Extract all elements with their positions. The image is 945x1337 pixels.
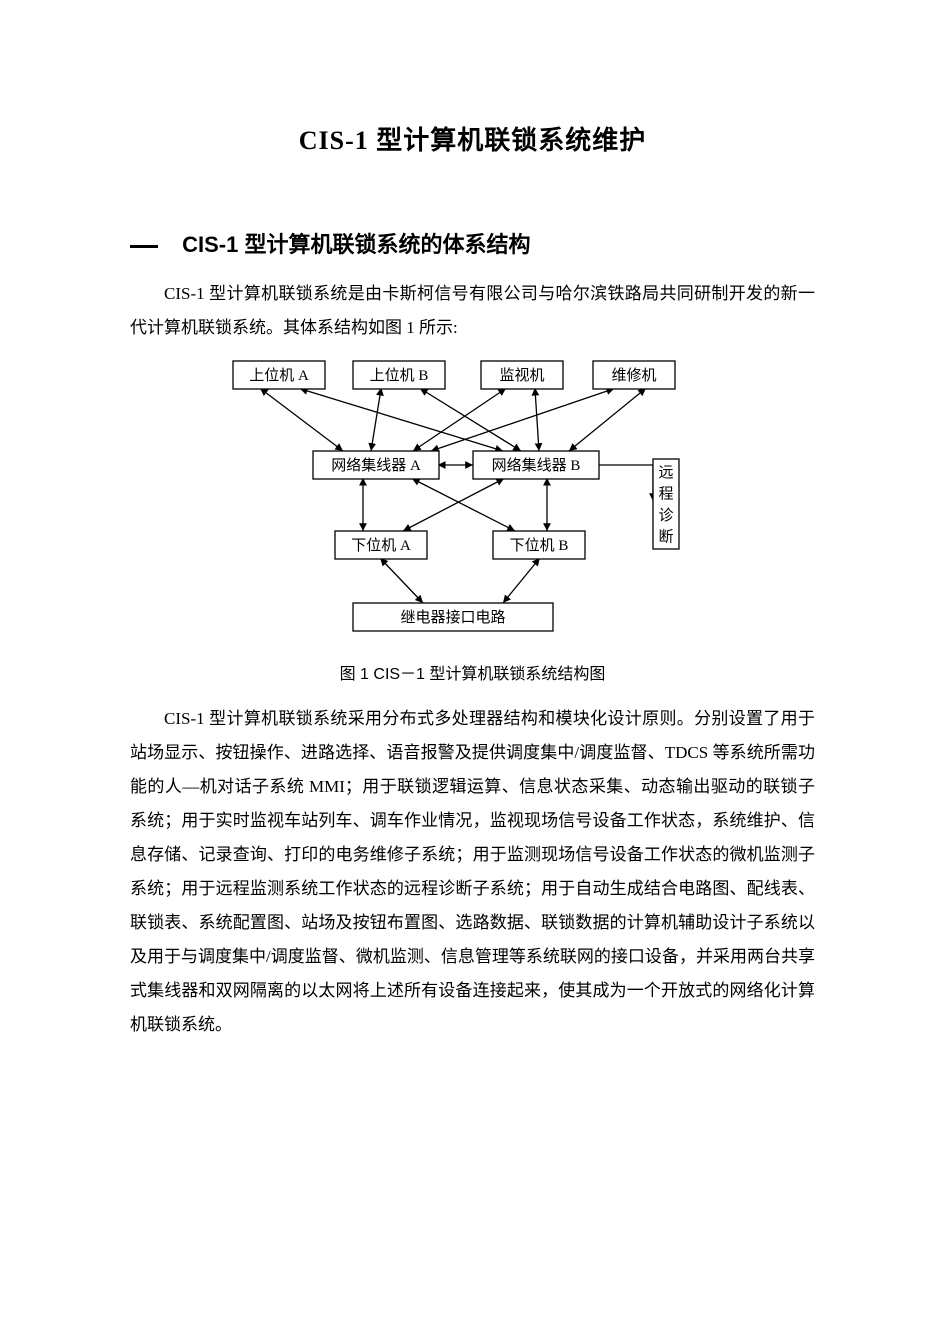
node-label-upB: 上位机 B xyxy=(369,367,428,384)
figure-caption: 图 1 CIS－1 型计算机联锁系统结构图 xyxy=(130,660,815,684)
node-label-lowB: 下位机 B xyxy=(509,537,568,554)
edge xyxy=(569,389,645,451)
diagram-svg: 上位机 A 上位机 B 监视机 维修机网络集线器 A 网络集线器 B 下位机 A 下位机 B… xyxy=(213,351,733,641)
node-label-remote-diagnosis: 断 xyxy=(658,529,673,546)
edge xyxy=(413,479,515,531)
document-page: CIS-1 型计算机联锁系统维护 CIS-1 型计算机联锁系统的体系结构 CIS… xyxy=(0,0,945,1337)
architecture-diagram: 上位机 A 上位机 B 监视机 维修机网络集线器 A 网络集线器 B 下位机 A 下位机 B… xyxy=(213,351,733,646)
edge xyxy=(371,389,381,451)
intro-paragraph: CIS-1 型计算机联锁系统是由卡斯柯信号有限公司与哈尔滨铁路局共同研制开发的新… xyxy=(130,277,815,345)
edge xyxy=(381,559,423,603)
node-label-lowA: 下位机 A xyxy=(351,537,411,554)
node-label-remote-diagnosis: 远 xyxy=(658,464,673,481)
node-label-remote-diagnosis: 程 xyxy=(658,486,673,503)
node-label-relay: 继电器接口电路 xyxy=(400,609,505,626)
heading-dash-icon xyxy=(130,245,158,248)
node-label-upA: 上位机 A xyxy=(249,367,309,384)
body-paragraph-2: CIS-1 型计算机联锁系统采用分布式多处理器结构和模块化设计原则。分别设置了用… xyxy=(130,702,815,1042)
node-label-hubB: 网络集线器 B xyxy=(491,457,580,474)
node-label-hubA: 网络集线器 A xyxy=(331,457,421,474)
section-heading-1: CIS-1 型计算机联锁系统的体系结构 xyxy=(130,227,815,259)
section-heading-1-text: CIS-1 型计算机联锁系统的体系结构 xyxy=(182,232,530,257)
edge xyxy=(503,559,539,603)
edge xyxy=(599,465,653,501)
node-label-mnt: 维修机 xyxy=(611,367,656,384)
edge xyxy=(403,479,503,531)
document-title: CIS-1 型计算机联锁系统维护 xyxy=(130,120,815,157)
edge xyxy=(535,389,539,451)
node-label-remote-diagnosis: 诊 xyxy=(658,507,673,524)
node-label-mon: 监视机 xyxy=(499,367,544,384)
